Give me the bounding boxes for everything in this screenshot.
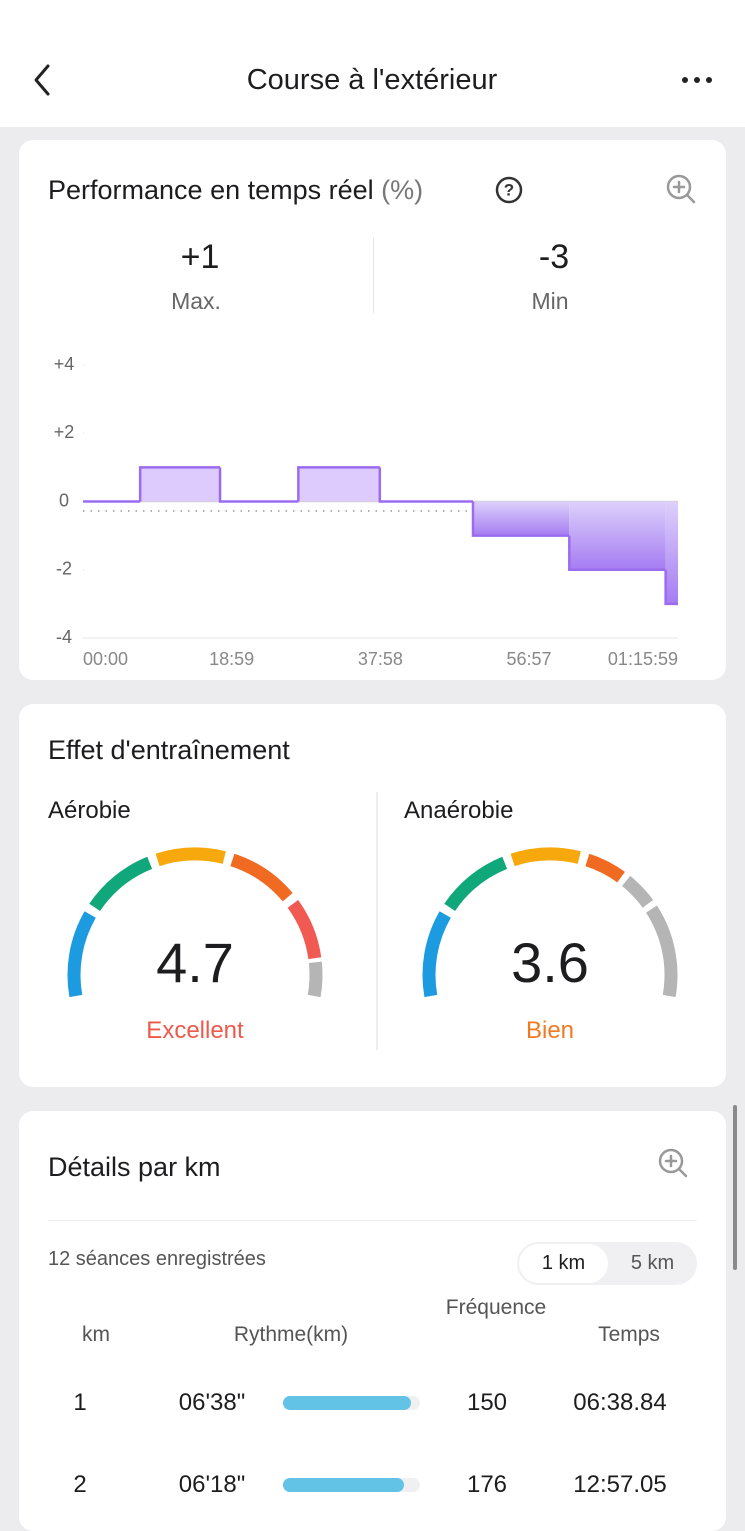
y-tick-label: -2 xyxy=(56,559,72,579)
cell: 06'18" xyxy=(178,1471,246,1498)
area xyxy=(140,467,221,502)
x-tick-label: 37:58 xyxy=(358,649,403,669)
gauge-rating: Excellent xyxy=(146,1017,244,1044)
training-card xyxy=(19,704,726,1087)
gauge-rating: Bien xyxy=(525,1017,575,1044)
title-text: Performance en temps réel xyxy=(48,175,374,205)
column-header: km xyxy=(82,1323,110,1346)
gauge-label: Aérobie xyxy=(48,797,131,824)
section-title: Effet d'entraînement xyxy=(48,735,290,765)
step-line xyxy=(138,466,221,502)
unit: (%) xyxy=(381,175,424,205)
gauge-segment xyxy=(287,900,322,960)
gauge-segment xyxy=(444,856,508,912)
performance-chart: +4 +2 0 -2 -4 00:00 18:59 37:58 56:57 01:15:59 xyxy=(54,354,679,669)
cell: 12:57.05 xyxy=(573,1471,667,1498)
gauge-segment xyxy=(422,911,451,998)
divider xyxy=(376,792,378,1050)
area xyxy=(665,501,678,604)
max-value: +1 xyxy=(180,238,220,276)
gauge-segment xyxy=(585,853,625,883)
y-tick-label: +2 xyxy=(54,422,75,442)
gauge-value: 3.6 xyxy=(511,931,589,994)
cell: 1 xyxy=(73,1389,87,1416)
y-tick-label: -4 xyxy=(56,627,72,647)
gauge-value: 4.7 xyxy=(156,931,234,994)
scrollbar xyxy=(733,1105,737,1270)
gauge-segment xyxy=(89,856,153,912)
min-value: -3 xyxy=(538,238,570,276)
x-tick-label: 18:59 xyxy=(209,649,254,669)
step-line xyxy=(378,467,473,503)
cell: 150 xyxy=(466,1389,508,1416)
gauge-segment xyxy=(510,847,581,867)
area xyxy=(569,501,666,570)
details-card xyxy=(19,1111,726,1531)
min-label: Min xyxy=(531,288,569,314)
pace-track xyxy=(283,1478,420,1492)
pace-bar xyxy=(283,1396,411,1410)
gauge-segment xyxy=(230,853,293,902)
divider xyxy=(373,238,374,313)
performance-card xyxy=(19,140,726,680)
sessions: 12 séances enregistrées xyxy=(48,1248,266,1270)
cell: 176 xyxy=(466,1471,508,1498)
gauges xyxy=(67,847,678,998)
separator xyxy=(48,1220,697,1221)
cell: 06:38.84 xyxy=(573,1389,667,1416)
toggle-option[interactable]: 1 km xyxy=(519,1244,608,1283)
zoom-icon[interactable] xyxy=(656,1146,692,1182)
column-header: Fréquence xyxy=(445,1296,547,1319)
area xyxy=(472,501,570,536)
x-tick-label: 56:57 xyxy=(506,649,551,669)
step-line xyxy=(218,467,299,503)
max-label: Max. xyxy=(171,288,221,314)
header: Course à l'extérieur xyxy=(0,0,745,127)
step-line xyxy=(568,535,666,571)
step-line xyxy=(297,466,380,502)
gauge-segment xyxy=(307,961,323,998)
section-title: Détails par km xyxy=(48,1152,221,1182)
gauge-label: Anaérobie xyxy=(404,797,514,824)
area xyxy=(298,467,380,502)
svg-text:?: ? xyxy=(504,180,514,199)
back-button[interactable] xyxy=(28,60,58,100)
pace-bar xyxy=(283,1478,404,1492)
gauge-segment xyxy=(621,875,654,908)
y-tick-label: +4 xyxy=(54,354,75,374)
cell: 2 xyxy=(73,1471,87,1498)
toggle-option[interactable]: 5 km xyxy=(630,1252,675,1274)
column-header: Temps xyxy=(598,1323,660,1346)
more-button[interactable] xyxy=(680,75,720,85)
x-tick-label: 01:15:59 xyxy=(608,649,678,669)
step-line xyxy=(664,569,678,606)
gauge-segment xyxy=(67,911,96,998)
gauge-segment xyxy=(155,847,226,867)
help-icon[interactable]: ? xyxy=(495,175,525,205)
section-title: Performance en temps réel (%) xyxy=(48,175,423,206)
step-line xyxy=(471,501,570,537)
pace-track xyxy=(283,1396,420,1410)
title: Course à l'extérieur xyxy=(246,64,498,96)
zoom-icon[interactable] xyxy=(664,172,700,208)
cell: 06'38" xyxy=(178,1389,246,1416)
y-tick-label: 0 xyxy=(59,490,69,510)
toggle: 1 km 5 km xyxy=(517,1242,697,1285)
gauge-segment xyxy=(645,905,678,998)
x-tick-label: 00:00 xyxy=(83,649,128,669)
column-header: Rythme(km) xyxy=(233,1323,349,1346)
